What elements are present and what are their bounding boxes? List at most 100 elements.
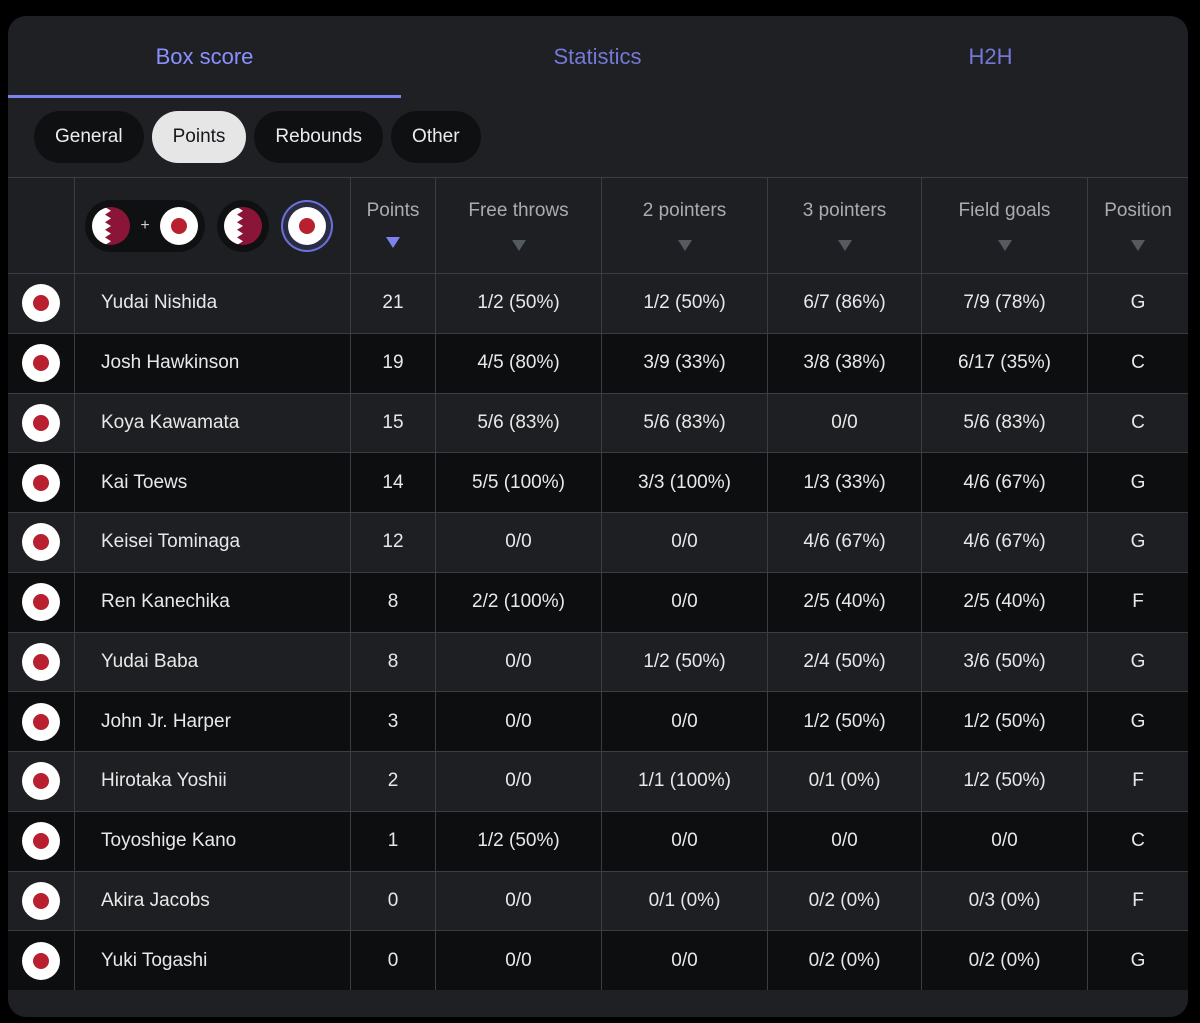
position-value: G (1130, 710, 1146, 732)
main-tabs: Box score Statistics H2H (8, 16, 1188, 98)
player-name: Keisei Tominaga (75, 513, 351, 572)
player-flag-cell (8, 871, 75, 931)
position-value: F (1132, 770, 1144, 792)
three-pointers-value: 3/8 (38%) (768, 333, 922, 393)
table-body: Yudai Nishida 21 1/2 (50%) 1/2 (50%) 6/7 (86… (8, 273, 1188, 990)
player-name: Akira Jacobs (75, 871, 351, 931)
tab-statistics[interactable]: Statistics (553, 44, 642, 69)
column-header-label: 3 pointers (802, 200, 887, 221)
column-header-field-goals[interactable]: Field goals (922, 178, 1088, 273)
three-pointers-value: 0/2 (0%) (768, 931, 922, 990)
field-goals-value: 5/6 (83%) (922, 393, 1088, 453)
points-value: 19 (351, 333, 436, 393)
pill-general[interactable]: General (34, 111, 144, 163)
points-value: 14 (351, 453, 436, 512)
japan-flag-icon (22, 762, 60, 801)
table-row[interactable]: Yudai Baba 8 0/0 1/2 (50%) 2/4 (50%) 3/6 (50%… (8, 631, 1188, 692)
pill-points[interactable]: Points (151, 111, 247, 163)
pill-rebounds[interactable]: Rebounds (254, 111, 384, 163)
table-row[interactable]: Toyoshige Kano 1 1/2 (50%) 0/0 0/0 0/0 C (8, 810, 1188, 871)
two-pointers-value: 0/0 (602, 931, 768, 990)
japan-flag-icon (22, 941, 60, 980)
player-name: Ren Kanechika (75, 572, 351, 632)
sort-down-icon (386, 237, 400, 248)
two-pointers-value: 1/2 (50%) (602, 632, 768, 692)
team-filter-japan[interactable] (281, 199, 333, 252)
field-goals-value: 0/0 (922, 811, 1088, 871)
points-value: 12 (351, 513, 436, 572)
points-value: 0 (351, 871, 436, 931)
two-pointers-value: 5/6 (83%) (602, 393, 768, 453)
column-header-label: Field goals (958, 200, 1051, 221)
two-pointers-value: 3/3 (100%) (602, 453, 768, 512)
two-pointers-value: 1/1 (100%) (602, 752, 768, 811)
japan-flag-icon (22, 344, 60, 383)
points-value: 2 (351, 752, 436, 811)
column-header-points[interactable]: Points (351, 178, 436, 273)
points-value: 21 (351, 274, 436, 333)
table-row[interactable]: Hirotaka Yoshii 2 0/0 1/1 (100%) 0/1 (0%) 1/2… (8, 751, 1188, 811)
field-goals-value: 2/5 (40%) (922, 572, 1088, 632)
column-header-2-pointers[interactable]: 2 pointers (602, 178, 768, 273)
tab-h2h[interactable]: H2H (968, 44, 1013, 69)
position-value: C (1131, 352, 1145, 374)
japan-flag-icon (22, 523, 60, 562)
player-name: Yuki Togashi (75, 931, 351, 990)
header-flag-cell (8, 178, 75, 273)
japan-flag-icon (22, 463, 60, 502)
column-header-label: Free throws (468, 200, 569, 221)
table-row[interactable]: Akira Jacobs 0 0/0 0/1 (0%) 0/2 (0%) 0/3 (0%)… (8, 870, 1188, 931)
pill-other[interactable]: Other (391, 111, 481, 163)
japan-flag-icon (22, 403, 60, 442)
player-name: Hirotaka Yoshii (75, 752, 351, 811)
team-filter-cell: + (75, 178, 351, 273)
team-filter-qatar[interactable] (217, 199, 269, 252)
table-row[interactable]: John Jr. Harper 3 0/0 0/0 1/2 (50%) 1/2 (50%)… (8, 691, 1188, 751)
column-header-label: Points (366, 200, 420, 221)
japan-flag-icon (22, 583, 60, 622)
field-goals-value: 0/2 (0%) (922, 931, 1088, 990)
japan-flag-icon (22, 642, 60, 681)
stat-category-pills: General Points Rebounds Other (34, 111, 481, 163)
position-value: C (1131, 830, 1145, 852)
qatar-flag-icon (224, 206, 262, 245)
player-flag-cell (8, 692, 75, 751)
sort-down-icon (677, 240, 692, 251)
position-value: C (1131, 411, 1145, 433)
table-row[interactable]: Keisei Tominaga 12 0/0 0/0 4/6 (67%) 4/6 (67%… (8, 512, 1188, 572)
table-row[interactable]: Koya Kawamata 15 5/6 (83%) 5/6 (83%) 0/0 5/6 … (8, 392, 1188, 453)
three-pointers-value: 1/3 (33%) (768, 453, 922, 512)
position-value: G (1130, 292, 1146, 314)
column-header-free-throws[interactable]: Free throws (436, 178, 602, 273)
two-pointers-value: 0/0 (602, 692, 768, 751)
plus-icon: + (140, 216, 150, 234)
player-flag-cell (8, 811, 75, 871)
two-pointers-value: 3/9 (33%) (602, 333, 768, 393)
three-pointers-value: 2/5 (40%) (768, 572, 922, 632)
box-score-table: + (8, 177, 1188, 990)
table-row[interactable]: Yuki Togashi 0 0/0 0/0 0/2 (0%) 0/2 (0%) G (8, 930, 1188, 990)
tab-box-score[interactable]: Box score (8, 16, 401, 98)
qatar-flag-icon (92, 206, 130, 245)
player-flag-cell (8, 752, 75, 811)
player-name: John Jr. Harper (75, 692, 351, 751)
position-value: F (1132, 591, 1144, 613)
points-value: 15 (351, 393, 436, 453)
points-value: 8 (351, 632, 436, 692)
column-header-3-pointers[interactable]: 3 pointers (768, 178, 922, 273)
table-header-row: + (8, 177, 1188, 273)
player-name: Josh Hawkinson (75, 333, 351, 393)
table-row[interactable]: Yudai Nishida 21 1/2 (50%) 1/2 (50%) 6/7 (86… (8, 273, 1188, 333)
field-goals-value: 4/6 (67%) (922, 453, 1088, 512)
two-pointers-value: 0/0 (602, 513, 768, 572)
free-throws-value: 1/2 (50%) (436, 811, 602, 871)
table-row[interactable]: Josh Hawkinson 19 4/5 (80%) 3/9 (33%) 3/8 (3… (8, 332, 1188, 393)
team-filter-both[interactable]: + (85, 199, 205, 252)
team-filters: + (75, 199, 350, 252)
table-row[interactable]: Kai Toews 14 5/5 (100%) 3/3 (100%) 1/3 (33%)… (8, 452, 1188, 512)
position-value: G (1130, 650, 1146, 672)
player-name: Toyoshige Kano (75, 811, 351, 871)
column-header-position[interactable]: Position (1088, 178, 1188, 273)
two-pointers-value: 1/2 (50%) (602, 274, 768, 333)
table-row[interactable]: Ren Kanechika 8 2/2 (100%) 0/0 2/5 (40%) 2/5 … (8, 571, 1188, 632)
